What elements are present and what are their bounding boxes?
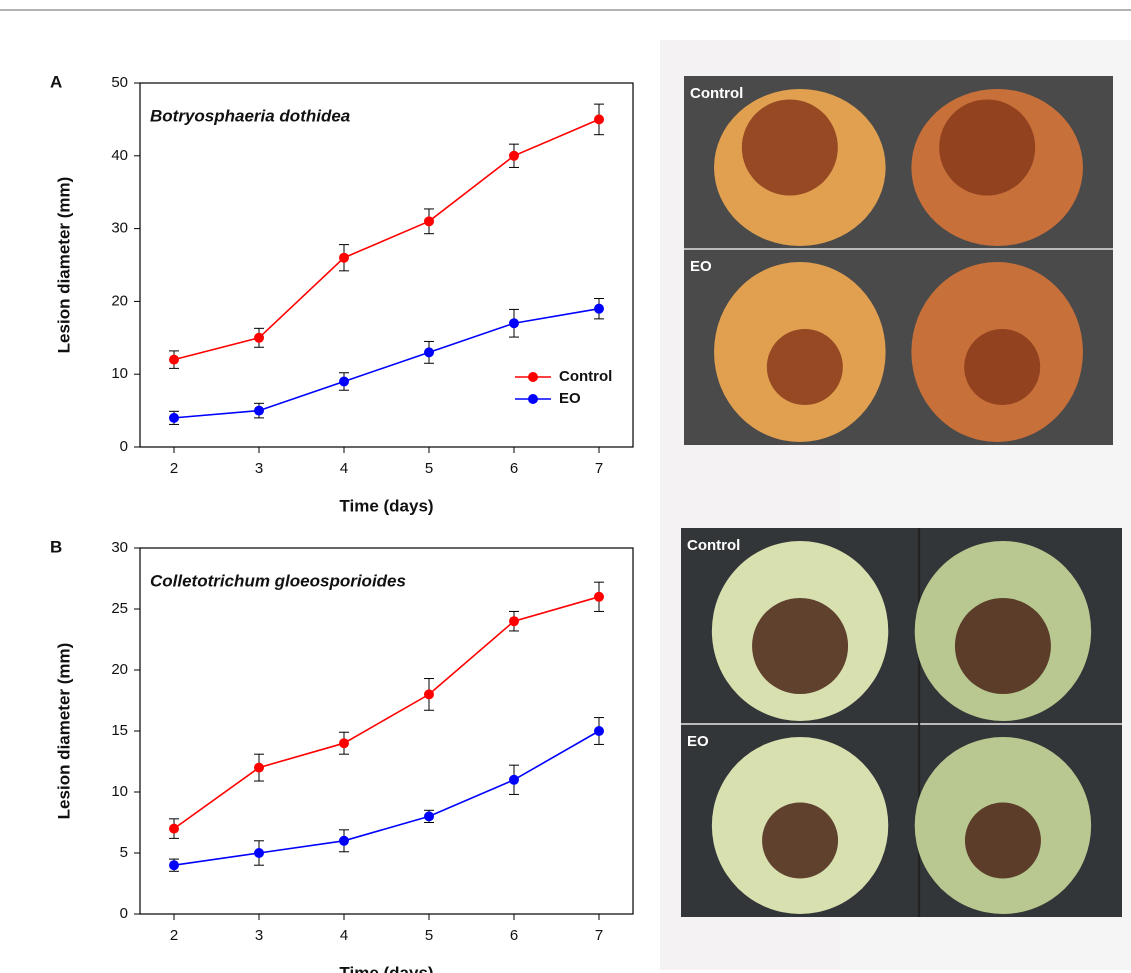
- x-tick-label: 2: [170, 460, 178, 477]
- lesion: [767, 329, 843, 405]
- y-tick-label: 10: [111, 783, 128, 800]
- data-point: [339, 836, 349, 846]
- y-tick-label: 30: [111, 220, 128, 237]
- x-tick-label: 4: [340, 927, 348, 944]
- photo-label: Control: [687, 537, 740, 554]
- data-point: [169, 413, 179, 423]
- data-point: [169, 860, 179, 870]
- chart-title: Botryosphaeria dothidea: [150, 106, 350, 125]
- y-tick-label: 50: [111, 74, 128, 91]
- x-tick-label: 4: [340, 460, 348, 477]
- data-point: [424, 216, 434, 226]
- data-point: [254, 333, 264, 343]
- y-tick-label: 30: [111, 539, 128, 556]
- y-axis-label: Lesion diameter (mm): [54, 643, 73, 820]
- data-point: [509, 151, 519, 161]
- y-tick-label: 40: [111, 147, 128, 164]
- photo-label: EO: [687, 733, 709, 750]
- y-tick-label: 20: [111, 292, 128, 309]
- lesion: [955, 598, 1051, 694]
- photo-label: EO: [690, 258, 712, 275]
- data-point: [594, 592, 604, 602]
- x-axis-label: Time (days): [339, 496, 433, 515]
- y-tick-label: 25: [111, 600, 128, 617]
- x-tick-label: 5: [425, 460, 433, 477]
- lesion: [762, 803, 838, 879]
- data-point: [339, 376, 349, 386]
- lesion: [939, 100, 1035, 196]
- legend-label: EO: [559, 390, 581, 407]
- data-point: [594, 726, 604, 736]
- legend-label: Control: [559, 368, 612, 385]
- data-point: [169, 355, 179, 365]
- data-point: [424, 811, 434, 821]
- y-axis-label: Lesion diameter (mm): [54, 177, 73, 354]
- lesion: [742, 100, 838, 196]
- data-point: [509, 318, 519, 328]
- figure: ControlEOControlEO01020304050234567ABotr…: [0, 0, 1131, 973]
- x-tick-label: 5: [425, 927, 433, 944]
- data-point: [339, 253, 349, 263]
- data-point: [254, 406, 264, 416]
- x-tick-label: 3: [255, 460, 263, 477]
- y-tick-label: 5: [120, 844, 128, 861]
- panel-label: A: [50, 72, 62, 91]
- y-tick-label: 0: [120, 438, 128, 455]
- x-tick-label: 7: [595, 460, 603, 477]
- photo-label: Control: [690, 85, 743, 102]
- data-point: [424, 689, 434, 699]
- data-point: [594, 304, 604, 314]
- lesion: [964, 329, 1040, 405]
- data-point: [254, 763, 264, 773]
- y-tick-label: 15: [111, 722, 128, 739]
- legend-marker: [528, 372, 538, 382]
- legend-marker: [528, 394, 538, 404]
- y-tick-label: 0: [120, 905, 128, 922]
- chart-title: Colletotrichum gloeosporioides: [150, 571, 406, 590]
- data-point: [339, 738, 349, 748]
- data-point: [424, 347, 434, 357]
- x-tick-label: 6: [510, 460, 518, 477]
- data-point: [594, 114, 604, 124]
- data-point: [169, 824, 179, 834]
- lesion: [965, 803, 1041, 879]
- y-tick-label: 10: [111, 365, 128, 382]
- data-point: [509, 775, 519, 785]
- y-tick-label: 20: [111, 661, 128, 678]
- lesion: [752, 598, 848, 694]
- x-axis-label: Time (days): [339, 963, 433, 973]
- x-tick-label: 7: [595, 927, 603, 944]
- x-tick-label: 6: [510, 927, 518, 944]
- data-point: [509, 616, 519, 626]
- x-tick-label: 2: [170, 927, 178, 944]
- data-point: [254, 848, 264, 858]
- x-tick-label: 3: [255, 927, 263, 944]
- page: {"chart_data": [ {"type": "line", "label…: [0, 0, 1131, 973]
- panel-label: B: [50, 537, 62, 556]
